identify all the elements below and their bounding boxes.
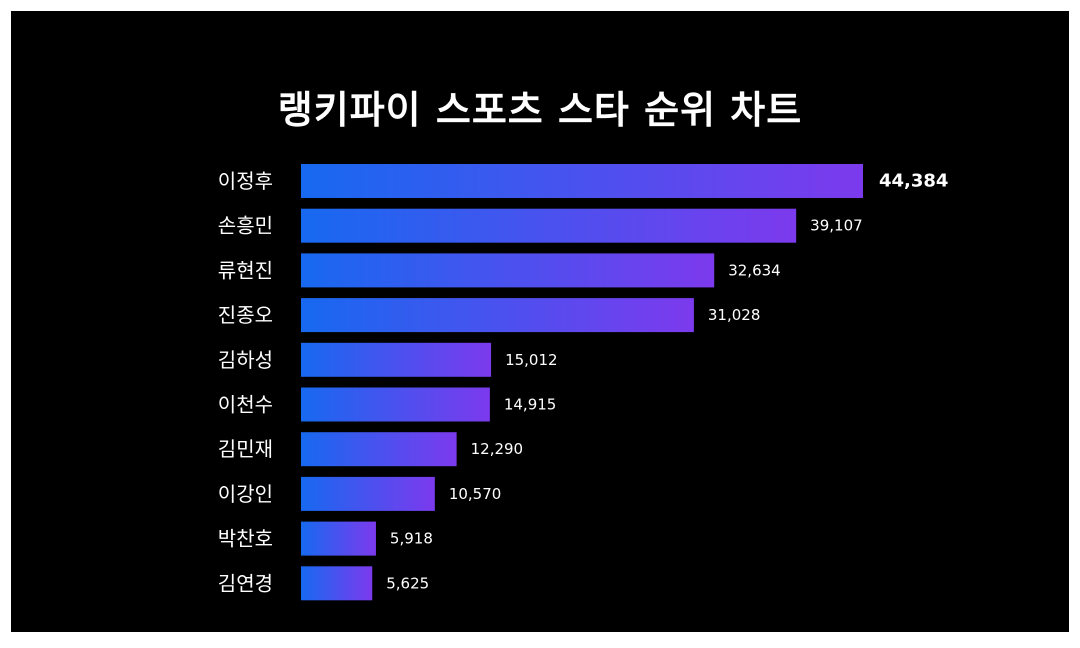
bar (301, 253, 715, 288)
bar (301, 164, 863, 198)
category-label: 진종오 (218, 303, 273, 327)
category-label: 박찬호 (218, 527, 273, 551)
bar (301, 432, 457, 467)
bars-layer: 이정후 44,384 손흥민 39,107 류현진 32,634 진종오 31,028 김하성 1… (218, 164, 948, 601)
category-label: 김민재 (218, 437, 273, 461)
value-label: 5,918 (390, 530, 433, 548)
bar (301, 387, 490, 422)
category-label: 김하성 (218, 348, 273, 372)
value-label: 31,028 (708, 306, 761, 324)
chart-panel: 랭키파이 스포츠 스타 순위 차트 이정후 44,384 손흥민 39,107 류현진 3… (11, 11, 1069, 632)
bar (301, 208, 797, 243)
category-label: 김연경 (218, 571, 273, 595)
bar (301, 521, 376, 556)
bar-chart: 이정후 44,384 손흥민 39,107 류현진 32,634 진종오 31,028 김하성 1… (218, 164, 948, 601)
value-label: 5,625 (386, 574, 429, 592)
value-label: 39,107 (810, 217, 863, 235)
category-label: 이천수 (218, 393, 273, 417)
bar (301, 476, 435, 511)
value-label: 15,012 (505, 351, 558, 369)
category-label: 손흥민 (218, 214, 273, 238)
bar (301, 566, 373, 601)
value-label: 10,570 (449, 485, 502, 503)
chart-title: 랭키파이 스포츠 스타 순위 차트 (277, 88, 803, 132)
value-label: 44,384 (879, 171, 948, 192)
bar (301, 298, 694, 333)
category-label: 이정후 (218, 169, 273, 193)
category-label: 이강인 (218, 482, 273, 506)
bar (301, 342, 492, 377)
category-label: 류현진 (218, 258, 273, 282)
value-label: 12,290 (471, 440, 523, 458)
value-label: 14,915 (504, 396, 557, 414)
value-label: 32,634 (728, 261, 781, 279)
